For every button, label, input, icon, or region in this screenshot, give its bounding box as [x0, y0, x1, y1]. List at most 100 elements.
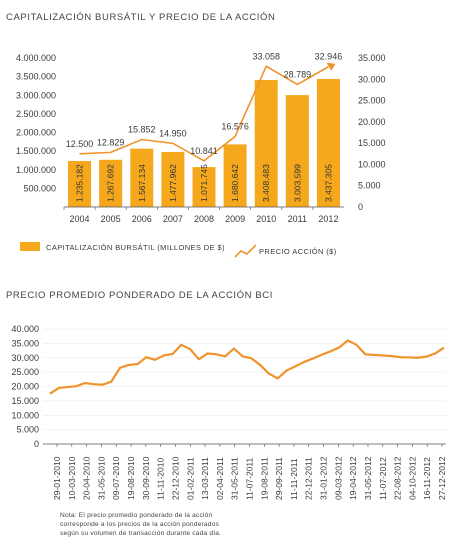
y-tick-label: 0 [34, 439, 39, 449]
x-tick-label: 22-08-2012 [393, 456, 403, 500]
x-tick-label: 09-03-2012 [333, 456, 343, 500]
x-tick-label: 22-12-2010 [170, 456, 180, 500]
bar-value-label: 3.437.305 [323, 164, 333, 202]
market-cap-chart: 500.000 1.000.000 1.500.000 2.000.000 2.500.… [16, 51, 386, 258]
bar [192, 167, 216, 207]
x-tick-label: 2010 [256, 214, 276, 224]
x-tick-label: 16-11-2012 [422, 457, 432, 500]
x-tick-label: 19-08-2010 [126, 456, 136, 500]
price-series-line [49, 339, 445, 395]
footnote-line: corresponde a los precios de la acción p… [60, 521, 219, 528]
weighted-price-chart: 0 5.000 10.000 15.000 20.000 25.000 30.000 35.0… [11, 324, 447, 500]
x-tick-label: 19-04-2012 [348, 456, 358, 500]
y-tick-label: 20.000 [11, 382, 39, 392]
chart-title-market-cap: CAPITALIZACIÓN BURSÁTIL Y PRECIO DE LA A… [6, 12, 276, 23]
bar [68, 160, 92, 207]
bar-value-label: 3.003.599 [292, 164, 302, 202]
y-right-tick-label: 20.000 [358, 117, 386, 127]
y-left-tick-label: 2.000.000 [16, 128, 56, 138]
x-tick-label: 2007 [163, 214, 183, 224]
x-tick-label: 29-01-2010 [52, 456, 62, 500]
legend-line-label: PRECIO ACCIÓN ($) [259, 247, 337, 256]
x-tick-label: 13-03-2011 [200, 457, 210, 500]
legend-bar-swatch [20, 242, 40, 251]
price-value-label: 12.500 [66, 139, 94, 149]
x-tick-label: 31-05-2010 [96, 456, 106, 500]
price-value-label: 28.789 [284, 69, 312, 79]
price-value-label: 32.946 [315, 52, 343, 62]
x-tick-label: 10-03-2010 [67, 456, 77, 500]
x-tick-label: 11-11-2010 [156, 458, 166, 500]
x-tick-label: 11-07-2012 [378, 457, 388, 500]
bar-value-label: 1.680.642 [230, 164, 240, 202]
x-tick-label: 31-05-2012 [363, 456, 373, 500]
bar-value-label: 3.408.483 [261, 164, 271, 202]
y-tick-label: 10.000 [11, 410, 39, 420]
y-right-tick-label: 0 [358, 202, 363, 212]
y-right-tick-label: 5.000 [358, 181, 381, 191]
x-tick-label: 2009 [225, 214, 245, 224]
bar-value-label: 1.071.745 [199, 164, 209, 202]
bar [254, 80, 278, 207]
y-right-tick-label: 25.000 [358, 96, 386, 106]
bar [285, 95, 309, 207]
legend-line-swatch [234, 244, 257, 258]
x-tick-label: 09-07-2010 [111, 456, 121, 500]
y-right-tick-label: 15.000 [358, 138, 386, 148]
bar [316, 78, 340, 207]
bar [130, 148, 154, 207]
price-value-label: 16.576 [221, 121, 249, 131]
x-tick-label: 31-01-2012 [319, 456, 329, 500]
bar [223, 144, 247, 207]
x-tick-label: 29-09-2011 [274, 457, 284, 500]
y-left-tick-label: 3.500.000 [16, 72, 56, 82]
x-tick-label: 2008 [194, 214, 214, 224]
y-tick-label: 30.000 [11, 353, 39, 363]
x-tick-label: 11-07-2011 [245, 458, 255, 500]
x-tick-label: 31-05-2011 [230, 457, 240, 500]
price-arrowhead [326, 62, 336, 71]
y-right-tick-label: 35.000 [358, 53, 386, 63]
price-value-label: 12.829 [97, 137, 125, 147]
price-line [79, 65, 329, 162]
x-tick-label: 20-04-2010 [82, 456, 92, 500]
price-value-label: 15.852 [128, 125, 156, 135]
x-tick-label: 30-09-2010 [141, 456, 151, 500]
x-tick-label: 11-11-2011 [289, 458, 299, 500]
x-tick-label: 27-12-2012 [437, 456, 447, 500]
bar-value-label: 1.267.692 [106, 164, 116, 202]
y-tick-label: 35.000 [11, 338, 39, 348]
bar [99, 159, 123, 207]
footnote-line: según su volumen de transacción durante … [60, 530, 222, 537]
price-value-label: 10.841 [190, 146, 218, 156]
chart-title-weighted-price: PRECIO PROMEDIO PONDERADO DE LA ACCIÓN B… [6, 290, 273, 301]
y-right-tick-label: 30.000 [358, 74, 386, 84]
y-left-tick-label: 2.500.000 [16, 109, 56, 119]
x-tick-label: 19-08-2011 [259, 457, 269, 500]
x-tick-label: 2005 [101, 214, 121, 224]
y-left-tick-label: 1.000.000 [16, 165, 56, 175]
y-tick-label: 5.000 [16, 425, 39, 435]
x-tick-label: 2011 [288, 214, 307, 224]
x-tick-label: 2004 [70, 214, 90, 224]
footnote: Nota: El precio promedio ponderado de la… [60, 511, 360, 538]
footnote-line: Nota: El precio promedio ponderado de la… [60, 512, 213, 519]
y-left-tick-label: 500.000 [23, 183, 56, 193]
y-left-tick-label: 1.500.000 [16, 146, 56, 156]
legend-bar-label: CAPITALIZACIÓN BURSÁTIL (MILLONES DE $) [46, 243, 225, 252]
price-value-label: 14.950 [159, 128, 187, 138]
y-left-tick-label: 3.000.000 [16, 90, 56, 100]
y-left-tick-label: 4.000.000 [16, 53, 56, 63]
x-tick-label: 22-12-2011 [304, 457, 314, 500]
x-tick-label: 04-10-2012 [407, 456, 417, 500]
y-right-tick-label: 10.000 [358, 159, 386, 169]
bar-value-label: 1.567.134 [137, 164, 147, 202]
bar-value-label: 1.235.182 [75, 164, 85, 202]
y-tick-label: 15.000 [11, 396, 39, 406]
y-tick-label: 25.000 [11, 367, 39, 377]
x-tick-label: 01-02-2011 [185, 457, 195, 500]
price-value-label: 33.058 [252, 51, 280, 61]
bar-value-label: 1.477.962 [168, 164, 178, 202]
x-tick-label: 02-04-2011 [215, 457, 225, 500]
x-tick-label: 2006 [132, 214, 152, 224]
